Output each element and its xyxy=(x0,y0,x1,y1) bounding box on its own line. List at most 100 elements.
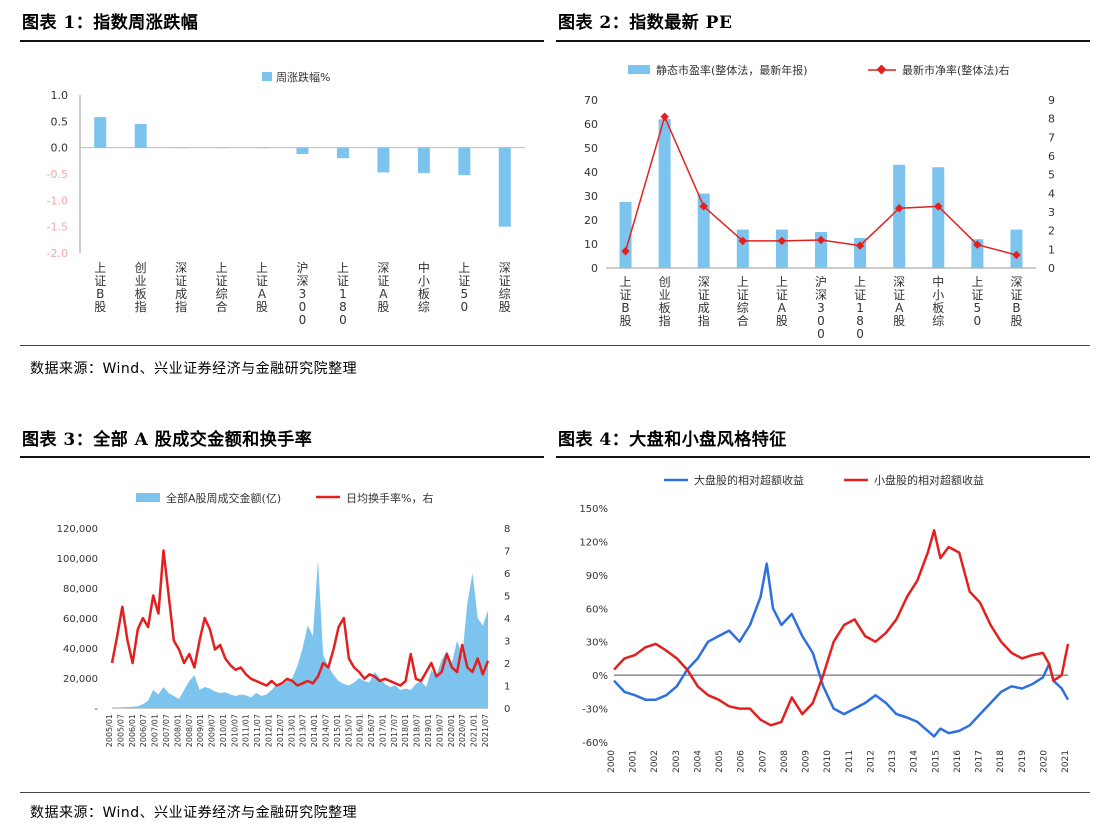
svg-text:A: A xyxy=(258,287,267,301)
y-tick-label: -0.5 xyxy=(47,168,68,181)
y-right-tick-label: 5 xyxy=(504,592,510,603)
pb-marker xyxy=(621,246,630,256)
svg-text:板: 板 xyxy=(418,287,430,301)
y-right-tick-label: 4 xyxy=(1048,187,1055,200)
chart4-title: 图表 4：大盘和小盘风格特征 xyxy=(558,430,787,450)
x-tick-label: 2016/01 xyxy=(356,714,365,747)
x-tick-label: 2004 xyxy=(693,750,703,773)
y-left-tick-label: 40 xyxy=(584,166,598,179)
x-tick-label: 2012/07 xyxy=(276,714,285,747)
y-right-tick-label: 5 xyxy=(1048,169,1055,182)
svg-text:证: 证 xyxy=(337,274,349,288)
svg-text:证: 证 xyxy=(175,274,187,288)
svg-text:综: 综 xyxy=(418,300,430,314)
y-left-tick-label: 20,000 xyxy=(63,674,98,685)
svg-text:深: 深 xyxy=(698,275,710,289)
y-right-tick-label: 1 xyxy=(504,682,510,693)
x-tick-label: 2005/07 xyxy=(116,714,125,747)
pe-bar xyxy=(1010,229,1023,268)
y-left-tick-label: 20 xyxy=(584,214,598,227)
x-tick-label: 2009 xyxy=(802,750,812,773)
svg-text:深: 深 xyxy=(377,261,389,275)
svg-text:指: 指 xyxy=(698,313,710,328)
legend-bar-label: 静态市盈率(整体法，最新年报) xyxy=(656,63,808,77)
svg-text:深: 深 xyxy=(499,261,511,275)
x-tick-label: 2005/01 xyxy=(105,714,114,747)
x-tick-label: 2013/07 xyxy=(299,714,308,747)
y-tick-label: 30% xyxy=(586,638,608,649)
y-left-tick-label: 100,000 xyxy=(57,554,98,565)
legend-label: 周涨跌幅% xyxy=(276,70,330,84)
x-tick-label: 2017/01 xyxy=(378,714,387,747)
svg-text:证: 证 xyxy=(94,274,106,288)
svg-text:创: 创 xyxy=(135,261,147,275)
legend-line-label: 日均换手率%，右 xyxy=(346,491,433,505)
x-tick-label: 2019/07 xyxy=(435,714,444,747)
x-tick-label: 2005 xyxy=(715,750,725,773)
x-tick-label: 2006/01 xyxy=(128,714,137,747)
y-left-tick-label: 80,000 xyxy=(63,584,98,595)
legend-area-label: 全部A股周成交金额(亿) xyxy=(166,491,281,505)
x-tick-label: 2010/07 xyxy=(230,714,239,747)
x-tick-label: 2015/07 xyxy=(344,714,353,747)
svg-text:指: 指 xyxy=(135,299,147,314)
svg-text:0: 0 xyxy=(856,327,864,340)
svg-text:0: 0 xyxy=(974,314,982,328)
bar xyxy=(296,147,309,154)
x-tick-label: 2015 xyxy=(931,750,941,773)
svg-text:深: 深 xyxy=(1010,275,1022,289)
svg-text:指: 指 xyxy=(175,299,187,314)
y-left-tick-label: 60,000 xyxy=(63,614,98,625)
x-tick-label: 2021/07 xyxy=(481,714,490,747)
y-tick-label: 0% xyxy=(592,671,608,682)
x-tick-label: 2016/07 xyxy=(367,714,376,747)
pe-bar xyxy=(932,167,945,268)
svg-text:板: 板 xyxy=(932,301,944,315)
bar xyxy=(94,117,107,148)
pb-marker xyxy=(1012,250,1021,260)
pb-marker xyxy=(855,241,865,250)
svg-text:上: 上 xyxy=(337,261,349,275)
svg-text:股: 股 xyxy=(377,300,389,314)
svg-text:股: 股 xyxy=(94,300,106,314)
svg-text:B: B xyxy=(1012,301,1020,315)
y-left-tick-label: 60 xyxy=(584,118,598,131)
y-left-tick-label: 70 xyxy=(584,94,598,107)
y-left-tick-label: - xyxy=(94,704,98,715)
y-tick-label: 150% xyxy=(579,504,608,515)
x-tick-label: 2021 xyxy=(1061,750,1071,773)
svg-text:深: 深 xyxy=(296,274,308,288)
x-tick-label: 2010 xyxy=(823,750,833,773)
x-tick-label: 2020/07 xyxy=(458,714,467,747)
y-right-tick-label: 1 xyxy=(1048,243,1055,256)
svg-text:上: 上 xyxy=(256,261,268,275)
svg-text:业: 业 xyxy=(135,274,147,288)
legend-area-swatch xyxy=(136,493,160,502)
bar xyxy=(377,147,390,173)
x-tick-label: 2014/07 xyxy=(321,714,330,747)
svg-text:证: 证 xyxy=(893,288,905,302)
svg-text:股: 股 xyxy=(256,300,268,314)
x-tick-label: 2013/01 xyxy=(287,714,296,747)
pb-marker xyxy=(777,236,787,246)
y-left-tick-label: 40,000 xyxy=(63,644,98,655)
svg-text:成: 成 xyxy=(698,301,710,315)
y-right-tick-label: 0 xyxy=(1048,262,1055,275)
pe-bar xyxy=(775,229,788,268)
svg-text:证: 证 xyxy=(854,288,866,302)
y-left-tick-label: 10 xyxy=(584,238,598,251)
y-tick-label: -1.5 xyxy=(47,221,68,234)
x-tick-label: 2008 xyxy=(780,750,790,773)
x-tick-label: 2019 xyxy=(1018,750,1028,773)
mid-rule-right xyxy=(556,456,1090,458)
